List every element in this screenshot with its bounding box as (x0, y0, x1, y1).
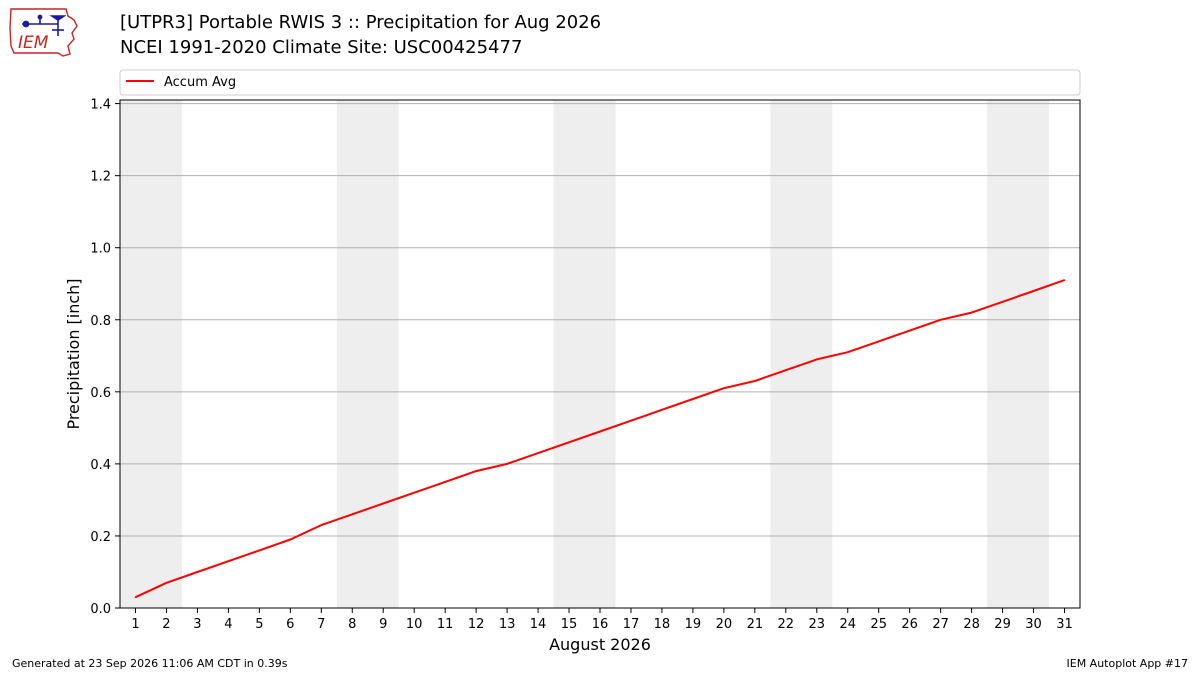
weekend-shade-band (336, 100, 399, 608)
x-tick-label: 14 (530, 617, 547, 632)
y-tick-label: 0.8 (90, 314, 111, 329)
x-tick-label: 9 (379, 617, 387, 632)
x-tick-label: 20 (716, 617, 733, 632)
data-point (413, 491, 415, 494)
data-point (568, 441, 570, 444)
data-point (846, 351, 849, 353)
chart-subtitle: NCEI 1991-2020 Climate Site: USC00425477 (120, 37, 523, 58)
weekend-shading (120, 100, 1050, 608)
data-point (970, 311, 973, 314)
data-point (877, 340, 880, 343)
weekend-shade-band (553, 100, 616, 608)
iem-logo-text: IEM (18, 33, 49, 53)
x-tick-label: 4 (224, 617, 232, 632)
y-tick-label: 0.2 (90, 530, 111, 545)
data-point (382, 502, 385, 505)
x-tick-label: 5 (255, 617, 263, 632)
data-point (630, 419, 632, 422)
x-tick-label: 6 (286, 617, 294, 632)
data-point (815, 358, 818, 361)
weekend-shade-band (120, 100, 182, 608)
y-tick-label: 1.4 (90, 98, 111, 113)
x-tick-label: 13 (499, 617, 516, 632)
app-credit: IEM Autoplot App #17 (1066, 657, 1189, 670)
generated-timestamp: Generated at 23 Sep 2026 11:06 AM CDT in… (12, 657, 288, 670)
x-tick-label: 18 (654, 617, 671, 632)
chart-title: [UTPR3] Portable RWIS 3 :: Precipitation… (120, 12, 602, 33)
data-point (1001, 300, 1004, 303)
x-tick-label: 7 (317, 617, 325, 632)
weekend-shade-band (987, 100, 1050, 608)
legend-box (119, 69, 1081, 96)
x-tick-label: 19 (685, 617, 702, 632)
legend: Accum Avg (119, 69, 1081, 96)
x-tick-label: 1 (131, 617, 139, 632)
x-tick-label: 27 (932, 617, 949, 632)
data-point (289, 538, 292, 541)
data-point (258, 549, 261, 552)
x-tick-label: 12 (468, 617, 485, 632)
y-axis: 0.0 0.2 0.4 0.6 0.8 1.0 1.2 1.4 (90, 98, 120, 617)
y-axis-label: Precipitation [inch] (64, 278, 83, 429)
x-tick-label: 25 (870, 617, 887, 632)
data-point (1032, 290, 1035, 292)
data-point (537, 452, 539, 454)
y-tick-label: 0.6 (90, 386, 111, 401)
weather-station-icon (22, 14, 67, 36)
data-point (785, 369, 787, 372)
data-point (908, 329, 911, 332)
x-tick-label: 10 (406, 617, 423, 632)
y-tick-label: 0.0 (90, 602, 111, 617)
x-tick-label: 17 (623, 617, 640, 632)
x-tick-label: 22 (778, 617, 795, 632)
data-point (196, 571, 199, 573)
x-tick-label: 23 (809, 617, 826, 632)
data-point (1063, 279, 1066, 281)
data-point (351, 513, 354, 516)
data-point (475, 470, 477, 472)
data-point (692, 398, 694, 400)
x-tick-label: 16 (592, 617, 609, 632)
data-point (320, 524, 323, 526)
data-point (723, 387, 725, 390)
weekend-shade-band (770, 100, 833, 608)
x-tick-label: 2 (162, 617, 170, 632)
data-point (134, 596, 137, 598)
data-point (227, 560, 230, 562)
x-axis-label: August 2026 (549, 635, 651, 654)
x-axis: 1 2 3 4 5 6 7 8 9 10 11 12 13 14 15 16 17 18 19 20 21 22 23 24 2… (131, 608, 1073, 632)
x-tick-label: 30 (1025, 617, 1042, 632)
data-point (444, 481, 446, 483)
x-tick-label: 26 (901, 617, 918, 632)
iem-logo: IEM (9, 8, 78, 57)
series-layer (134, 279, 1066, 599)
y-tick-label: 0.4 (90, 458, 111, 473)
x-tick-label: 29 (994, 617, 1011, 632)
x-tick-label: 21 (747, 617, 764, 632)
y-tick-label: 1.2 (90, 170, 111, 185)
x-tick-label: 15 (561, 617, 578, 632)
x-tick-label: 11 (437, 617, 454, 632)
legend-label-accum-avg: Accum Avg (164, 75, 236, 90)
data-point (939, 318, 942, 321)
data-point (506, 463, 508, 465)
x-tick-label: 31 (1056, 617, 1073, 632)
data-point (754, 380, 756, 382)
x-tick-label: 28 (963, 617, 980, 632)
data-point (599, 430, 601, 433)
data-point (661, 409, 663, 411)
x-tick-label: 3 (193, 617, 201, 632)
x-tick-label: 8 (348, 617, 356, 632)
data-point (165, 581, 168, 584)
x-tick-label: 24 (839, 617, 856, 632)
y-tick-label: 1.0 (90, 242, 111, 257)
